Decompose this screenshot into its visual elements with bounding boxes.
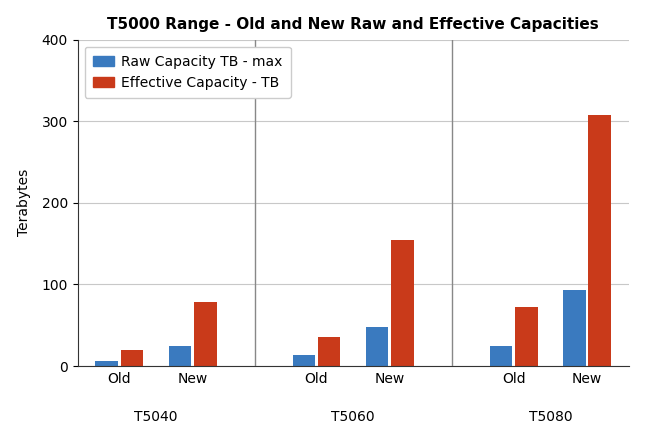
Text: T5080: T5080 — [529, 411, 572, 425]
Legend: Raw Capacity TB - max, Effective Capacity - TB: Raw Capacity TB - max, Effective Capacit… — [85, 47, 290, 98]
Bar — [515, 307, 538, 366]
Bar — [293, 355, 315, 366]
Bar — [366, 327, 388, 366]
Bar — [490, 346, 513, 366]
Bar — [391, 239, 413, 366]
Bar — [194, 303, 216, 366]
Bar — [588, 115, 611, 366]
Bar — [95, 361, 118, 366]
Text: T5060: T5060 — [331, 411, 375, 425]
Bar — [168, 346, 191, 366]
Y-axis label: Terabytes: Terabytes — [17, 169, 30, 236]
Bar — [563, 290, 586, 366]
Bar — [318, 336, 340, 366]
Bar — [121, 350, 143, 366]
Title: T5000 Range - Old and New Raw and Effective Capacities: T5000 Range - Old and New Raw and Effect… — [108, 17, 599, 32]
Text: T5040: T5040 — [134, 411, 178, 425]
